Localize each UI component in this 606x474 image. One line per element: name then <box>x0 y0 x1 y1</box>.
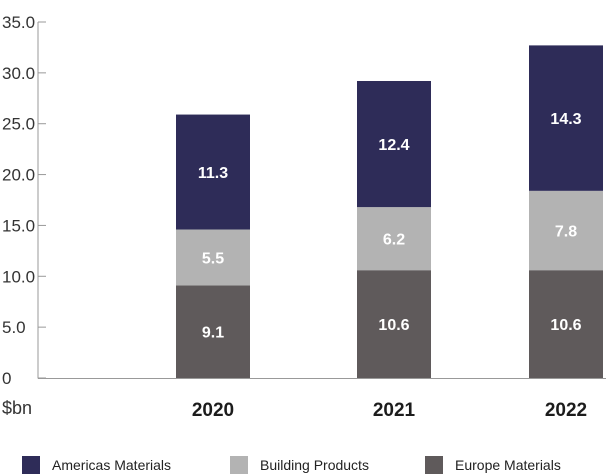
data-label: 9.1 <box>202 325 224 342</box>
data-label: 7.8 <box>555 224 577 241</box>
x-tick-label: 2022 <box>545 400 587 421</box>
y-tick-label: 25.0 <box>2 115 35 134</box>
bar-segment-building-products-2020 <box>176 229 250 286</box>
unit-label: $bn <box>2 398 32 418</box>
data-label: 5.5 <box>202 250 224 267</box>
x-tick-label: 2020 <box>192 400 234 421</box>
y-tick-label: 15.0 <box>2 216 35 235</box>
y-tick-label: 20.0 <box>2 166 35 185</box>
bar-segment-europe-materials-2022 <box>529 270 603 378</box>
legend: Americas Materials Building Products Europ… <box>22 456 561 474</box>
y-tick-label: 35.0 <box>2 13 35 32</box>
data-label: 10.6 <box>378 317 409 334</box>
y-tick-label: 10.0 <box>2 267 35 286</box>
data-label: 12.4 <box>378 137 409 154</box>
legend-label: Americas Materials <box>52 457 171 473</box>
bar-segment-building-products-2021 <box>357 207 431 271</box>
data-label: 11.3 <box>198 165 228 182</box>
legend-swatch <box>425 456 443 474</box>
data-label: 14.3 <box>550 111 581 128</box>
legend-label: Building Products <box>260 457 369 473</box>
bar-segment-building-products-2022 <box>529 190 603 271</box>
data-label: 6.2 <box>383 232 405 249</box>
bar-segment-americas-materials-2022 <box>529 45 603 191</box>
x-tick-label: 2021 <box>373 400 416 421</box>
legend-swatch <box>230 456 248 474</box>
bar-segment-americas-materials-2020 <box>176 114 250 230</box>
legend-swatch <box>22 456 40 474</box>
bar-segment-americas-materials-2021 <box>357 80 431 208</box>
legend-label: Europe Materials <box>455 457 561 473</box>
value-labels: 9.1 5.5 11.3 10.6 6.2 12.4 10.6 7.8 14.3 <box>198 111 582 342</box>
data-label: 10.6 <box>550 317 581 334</box>
bar-segment-europe-materials-2020 <box>176 285 250 378</box>
y-tick-label: 30.0 <box>2 64 35 83</box>
y-tick-label: 0 <box>2 369 11 388</box>
x-axis-labels: 2020 2021 2022 <box>192 400 587 421</box>
y-tick-label: 5.0 <box>2 318 26 337</box>
bar-segment-europe-materials-2021 <box>357 270 431 378</box>
bars <box>176 45 603 378</box>
y-axis: 0 5.0 10.0 15.0 20.0 25.0 30.0 35.0 <box>2 13 606 388</box>
